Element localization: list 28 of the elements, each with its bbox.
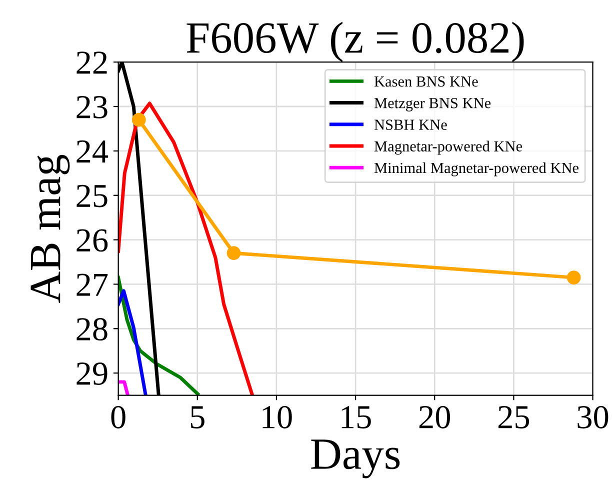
x-tick-label: 0: [111, 406, 126, 428]
y-tick-label: 26: [76, 229, 108, 252]
x-tick-label: 5: [190, 406, 204, 428]
chart-title: F606W (z = 0.082): [186, 22, 524, 62]
point: [132, 112, 146, 127]
line-series: [118, 102, 254, 396]
line-series: [118, 289, 148, 396]
y-tick-label: 27: [76, 274, 108, 296]
y-axis-title: AB mag: [30, 154, 70, 303]
x-tick-label: 30: [578, 406, 608, 428]
y-tick-label: 24: [76, 140, 108, 162]
legend-label: Magnetar-powered KNe: [374, 140, 522, 155]
legend-label: NSBH KNe: [374, 120, 447, 130]
y-tick-label: 28: [76, 318, 108, 341]
x-tick-label: 20: [419, 406, 450, 428]
legend-label: Metzger BNS KNe: [374, 98, 491, 112]
x-tick-label: 25: [498, 406, 530, 428]
point: [566, 270, 581, 284]
x-axis-title: Days: [311, 440, 400, 478]
x-tick-label: 10: [262, 406, 292, 428]
x-tick-label: 15: [342, 406, 371, 428]
y-tick-label: 22: [76, 52, 107, 74]
y-tick-label: 23: [76, 96, 108, 118]
legend-label: Minimal Magnetar-powered KNe: [374, 162, 578, 176]
legend-label: Kasen BNS KNe: [374, 76, 478, 87]
y-tick-label: 29: [76, 362, 108, 385]
y-tick-label: 25: [76, 184, 108, 208]
point: [226, 246, 241, 260]
